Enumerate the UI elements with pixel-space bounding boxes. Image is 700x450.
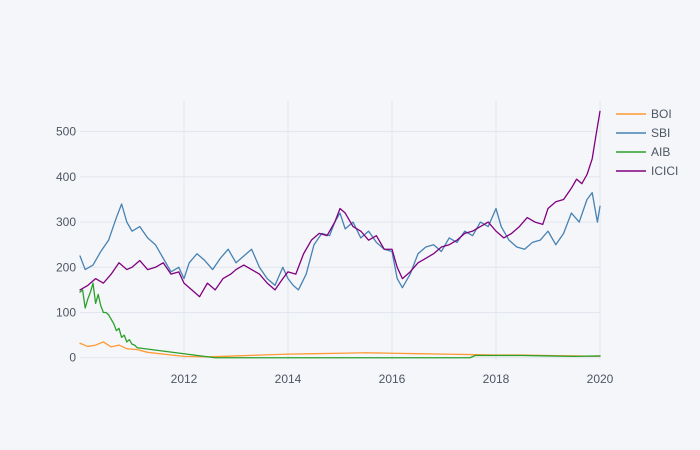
legend-item-icici[interactable]: ICICI (616, 164, 678, 178)
x-axis: 2012 2014 2016 2018 2020 (171, 372, 614, 386)
x-tick-label: 2020 (587, 372, 614, 386)
legend-item-sbi[interactable]: SBI (616, 126, 670, 140)
y-axis: 0 100 200 300 400 500 (56, 125, 76, 365)
legend[interactable]: BOI SBI AIB ICICI (616, 107, 678, 178)
legend-label: ICICI (651, 164, 678, 178)
x-tick-label: 2018 (483, 372, 510, 386)
y-tick-label: 500 (56, 125, 76, 139)
legend-item-aib[interactable]: AIB (616, 145, 670, 159)
x-tick-label: 2012 (171, 372, 198, 386)
series-line-sbi[interactable] (79, 192, 601, 291)
y-tick-label: 0 (69, 351, 76, 365)
y-tick-label: 200 (56, 260, 76, 274)
y-tick-label: 300 (56, 215, 76, 229)
legend-label: AIB (651, 145, 670, 159)
y-tick-label: 400 (56, 170, 76, 184)
x-tick-label: 2014 (275, 372, 302, 386)
x-tick-label: 2016 (379, 372, 406, 386)
y-tick-label: 100 (56, 306, 76, 320)
series-line-aib[interactable] (79, 282, 601, 359)
plot-area (79, 110, 601, 359)
legend-item-boi[interactable]: BOI (616, 107, 672, 121)
series-line-icici[interactable] (79, 110, 601, 298)
legend-label: BOI (651, 107, 672, 121)
legend-label: SBI (651, 126, 670, 140)
